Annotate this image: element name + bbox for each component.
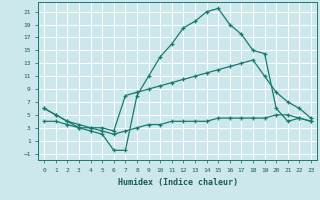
X-axis label: Humidex (Indice chaleur): Humidex (Indice chaleur): [118, 178, 238, 187]
